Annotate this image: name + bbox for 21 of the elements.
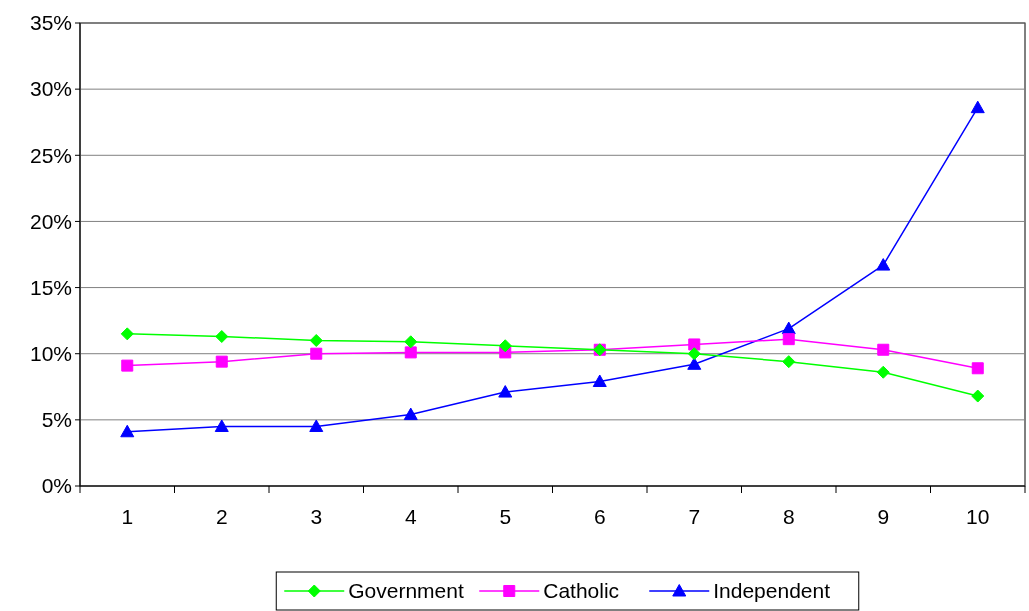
legend-label: Catholic [543, 579, 620, 603]
y-tick-label: 0% [41, 474, 72, 498]
y-tick-label: 20% [29, 209, 72, 233]
y-tick-label: 30% [29, 77, 72, 101]
y-tick-label: 35% [29, 11, 72, 35]
x-tick-label: 2 [215, 505, 228, 528]
x-tick-label: 8 [782, 505, 795, 528]
legend-label: Government [348, 579, 464, 603]
y-tick-label: 5% [41, 408, 72, 432]
x-tick-label: 10 [966, 505, 990, 528]
y-tick-label: 25% [29, 143, 72, 167]
x-tick-label: 4 [404, 505, 417, 528]
legend-label: Independent [713, 579, 831, 603]
x-tick-label: 3 [310, 505, 323, 528]
x-tick-label: 7 [688, 505, 701, 528]
x-tick-label: 6 [593, 505, 606, 528]
y-tick-label: 15% [29, 275, 72, 299]
x-tick-label: 1 [121, 505, 134, 528]
x-tick-label: 9 [877, 505, 890, 528]
x-tick-label: 5 [499, 505, 512, 528]
y-tick-label: 10% [29, 342, 72, 366]
